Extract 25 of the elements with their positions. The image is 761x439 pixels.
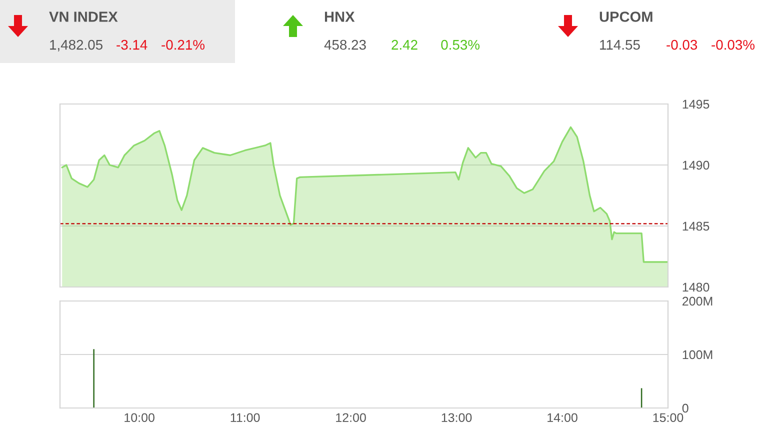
- text: -0.03%: [712, 40, 755, 50]
- y-tick-label: 1480: [682, 282, 710, 292]
- text: 458.23: [324, 40, 366, 50]
- y-tick-label: 1495: [682, 100, 710, 109]
- y-tick-label: 0: [682, 404, 688, 413]
- x-tick-label: 12:00: [336, 413, 366, 422]
- text: 1,482.05: [50, 40, 102, 52]
- y-tick-label: 200M: [682, 296, 712, 306]
- x-tick-label: 13:00: [442, 413, 472, 422]
- text: 0.53%: [441, 40, 480, 50]
- text: -0.03: [666, 40, 698, 50]
- text: 2.42: [392, 40, 418, 50]
- y-tick-label: 1490: [682, 160, 710, 170]
- y-tick-label: 1485: [682, 222, 710, 231]
- x-tick-label: 11:00: [230, 413, 260, 422]
- text: -0.21%: [162, 40, 205, 50]
- category-label: VN INDEX: [49, 12, 118, 22]
- text: 114.55: [600, 40, 640, 50]
- category-label: HNX: [324, 12, 355, 22]
- text: -3.14: [116, 40, 148, 50]
- x-tick-label: 10:00: [124, 413, 154, 422]
- category-label: UPCOM: [600, 12, 652, 22]
- x-tick-label: 14:00: [548, 413, 578, 422]
- y-tick-label: 100M: [682, 350, 712, 360]
- x-tick-label: 15:00: [653, 413, 684, 422]
